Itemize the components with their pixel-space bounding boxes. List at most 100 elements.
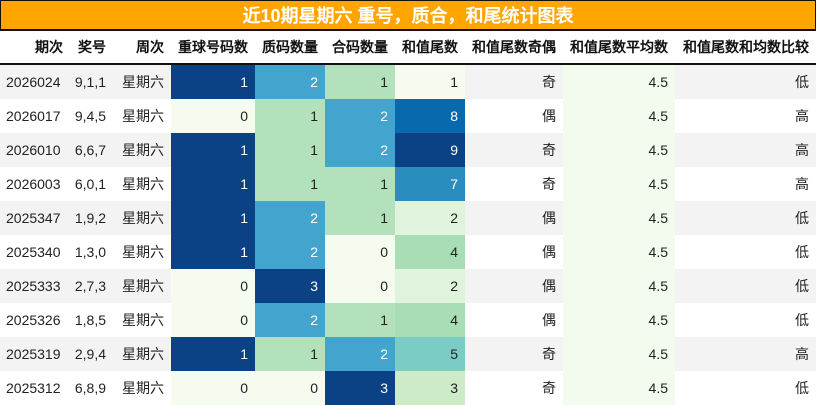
cell-compare: 高 <box>675 99 816 133</box>
cell-compare: 低 <box>675 303 816 337</box>
cell-period: 2025347 <box>0 201 70 235</box>
cell-numbers: 6,8,9 <box>70 371 113 405</box>
cell-numbers: 1,9,2 <box>70 201 113 235</box>
cell-repeat: 0 <box>171 371 255 405</box>
cell-period: 2025312 <box>0 371 70 405</box>
chart-title: 近10期星期六 重号，质合，和尾统计图表 <box>0 0 816 31</box>
cell-compare: 低 <box>675 64 816 99</box>
cell-composite: 1 <box>325 201 395 235</box>
cell-avg: 4.5 <box>563 303 675 337</box>
table-row: 2026010 6,6,7 星期六 1 1 2 9 奇 4.5 高 <box>0 133 816 167</box>
cell-weekday: 星期六 <box>113 133 171 167</box>
cell-sum-tail: 4 <box>395 303 465 337</box>
cell-numbers: 2,9,4 <box>70 337 113 371</box>
cell-parity: 偶 <box>465 269 563 303</box>
col-header-avg[interactable]: 和值尾数平均数 <box>563 31 675 65</box>
cell-numbers: 1,3,0 <box>70 235 113 269</box>
table-row: 2025333 2,7,3 星期六 0 3 0 2 偶 4.5 低 <box>0 269 816 303</box>
cell-parity: 奇 <box>465 133 563 167</box>
col-header-period[interactable]: 期次 <box>0 31 70 65</box>
cell-weekday: 星期六 <box>113 337 171 371</box>
cell-repeat: 1 <box>171 201 255 235</box>
cell-sum-tail: 4 <box>395 235 465 269</box>
col-header-prime[interactable]: 质码数量 <box>255 31 325 65</box>
col-header-sum-tail[interactable]: 和值尾数 <box>395 31 465 65</box>
cell-composite: 3 <box>325 371 395 405</box>
table-row: 2025347 1,9,2 星期六 1 2 1 2 偶 4.5 低 <box>0 201 816 235</box>
cell-composite: 0 <box>325 235 395 269</box>
cell-numbers: 1,8,5 <box>70 303 113 337</box>
cell-prime: 2 <box>255 201 325 235</box>
cell-compare: 低 <box>675 201 816 235</box>
cell-composite: 0 <box>325 269 395 303</box>
cell-weekday: 星期六 <box>113 303 171 337</box>
cell-avg: 4.5 <box>563 269 675 303</box>
cell-numbers: 2,7,3 <box>70 269 113 303</box>
cell-repeat: 0 <box>171 99 255 133</box>
cell-compare: 低 <box>675 371 816 405</box>
cell-repeat: 1 <box>171 64 255 99</box>
cell-repeat: 1 <box>171 167 255 201</box>
cell-compare: 高 <box>675 167 816 201</box>
cell-period: 2025333 <box>0 269 70 303</box>
cell-prime: 3 <box>255 269 325 303</box>
cell-compare: 高 <box>675 133 816 167</box>
cell-prime: 2 <box>255 64 325 99</box>
cell-composite: 2 <box>325 133 395 167</box>
cell-prime: 1 <box>255 133 325 167</box>
cell-period: 2025326 <box>0 303 70 337</box>
cell-numbers: 6,6,7 <box>70 133 113 167</box>
table-row: 2026024 9,1,1 星期六 1 2 1 1 奇 4.5 低 <box>0 64 816 99</box>
cell-period: 2025319 <box>0 337 70 371</box>
cell-sum-tail: 9 <box>395 133 465 167</box>
table-row: 2025312 6,8,9 星期六 0 0 3 3 奇 4.5 低 <box>0 371 816 405</box>
cell-avg: 4.5 <box>563 64 675 99</box>
col-header-compare[interactable]: 和值尾数和均数比较 <box>675 31 816 65</box>
cell-repeat: 0 <box>171 269 255 303</box>
cell-composite: 2 <box>325 99 395 133</box>
cell-composite: 1 <box>325 167 395 201</box>
cell-weekday: 星期六 <box>113 269 171 303</box>
cell-prime: 1 <box>255 167 325 201</box>
cell-prime: 0 <box>255 371 325 405</box>
cell-parity: 偶 <box>465 201 563 235</box>
cell-numbers: 9,4,5 <box>70 99 113 133</box>
cell-weekday: 星期六 <box>113 371 171 405</box>
cell-sum-tail: 1 <box>395 64 465 99</box>
cell-parity: 偶 <box>465 235 563 269</box>
cell-period: 2026010 <box>0 133 70 167</box>
cell-weekday: 星期六 <box>113 99 171 133</box>
cell-avg: 4.5 <box>563 99 675 133</box>
cell-parity: 偶 <box>465 99 563 133</box>
table-row: 2025326 1,8,5 星期六 0 2 1 4 偶 4.5 低 <box>0 303 816 337</box>
cell-composite: 2 <box>325 337 395 371</box>
cell-weekday: 星期六 <box>113 235 171 269</box>
cell-weekday: 星期六 <box>113 167 171 201</box>
cell-repeat: 1 <box>171 235 255 269</box>
cell-parity: 偶 <box>465 303 563 337</box>
cell-parity: 奇 <box>465 64 563 99</box>
cell-period: 2026003 <box>0 167 70 201</box>
header-row: 期次 奖号 周次 重球号码数 质码数量 合码数量 和值尾数 和值尾数奇偶 和值尾… <box>0 31 816 65</box>
cell-avg: 4.5 <box>563 337 675 371</box>
cell-compare: 低 <box>675 235 816 269</box>
col-header-numbers[interactable]: 奖号 <box>70 31 113 65</box>
cell-composite: 1 <box>325 303 395 337</box>
cell-avg: 4.5 <box>563 201 675 235</box>
cell-prime: 2 <box>255 235 325 269</box>
cell-sum-tail: 5 <box>395 337 465 371</box>
cell-prime: 1 <box>255 99 325 133</box>
col-header-composite[interactable]: 合码数量 <box>325 31 395 65</box>
col-header-weekday[interactable]: 周次 <box>113 31 171 65</box>
col-header-parity[interactable]: 和值尾数奇偶 <box>465 31 563 65</box>
cell-weekday: 星期六 <box>113 201 171 235</box>
col-header-repeat[interactable]: 重球号码数 <box>171 31 255 65</box>
cell-prime: 1 <box>255 337 325 371</box>
cell-compare: 低 <box>675 269 816 303</box>
cell-avg: 4.5 <box>563 133 675 167</box>
cell-repeat: 0 <box>171 303 255 337</box>
table-row: 2026003 6,0,1 星期六 1 1 1 7 奇 4.5 高 <box>0 167 816 201</box>
stats-table: 期次 奖号 周次 重球号码数 质码数量 合码数量 和值尾数 和值尾数奇偶 和值尾… <box>0 31 816 405</box>
table-row: 2025340 1,3,0 星期六 1 2 0 4 偶 4.5 低 <box>0 235 816 269</box>
table-row: 2026017 9,4,5 星期六 0 1 2 8 偶 4.5 高 <box>0 99 816 133</box>
